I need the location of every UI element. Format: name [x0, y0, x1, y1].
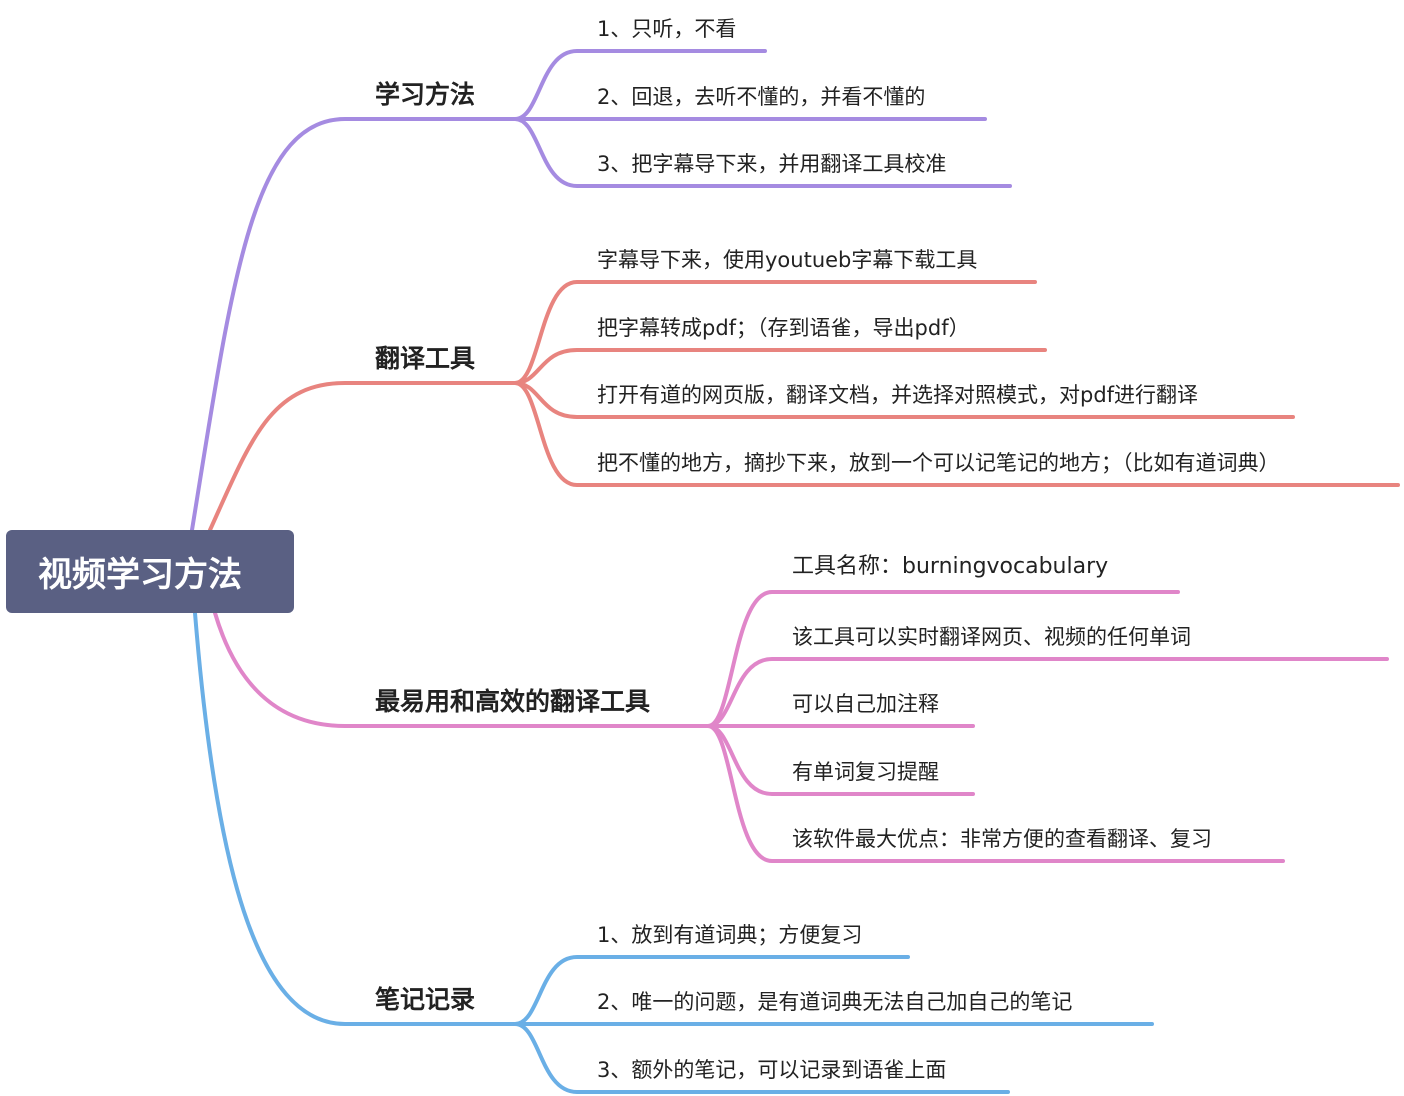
child-connector: [513, 117, 1012, 188]
child-connector: [513, 1022, 1010, 1094]
child-connector: [706, 657, 1389, 728]
child-node[interactable]: 打开有道的网页版，翻译文档，并选择对照模式，对pdf进行翻译: [597, 383, 1199, 407]
child-node[interactable]: 3、把字幕导下来，并用翻译工具校准: [597, 152, 947, 176]
branch-connector: [208, 381, 517, 532]
child-node[interactable]: 有单词复习提醒: [792, 760, 939, 784]
child-connector: [706, 590, 1180, 728]
branch-node[interactable]: 学习方法: [375, 80, 476, 109]
root-label: 视频学习方法: [38, 555, 242, 595]
branch-node[interactable]: 最易用和高效的翻译工具: [375, 687, 651, 716]
child-node[interactable]: 把不懂的地方，摘抄下来，放到一个可以记笔记的地方；（比如有道词典）: [597, 451, 1280, 475]
child-connector: [513, 348, 1047, 385]
child-node[interactable]: 把字幕转成pdf；（存到语雀，导出pdf）: [597, 316, 970, 340]
child-node[interactable]: 可以自己加注释: [792, 692, 939, 716]
child-node[interactable]: 2、唯一的问题，是有道词典无法自己加自己的笔记: [597, 990, 1073, 1014]
child-node[interactable]: 1、只听，不看: [597, 17, 737, 41]
branch-connector: [213, 611, 710, 728]
child-node[interactable]: 3、额外的笔记，可以记录到语雀上面: [597, 1058, 947, 1082]
child-connector: [513, 955, 910, 1026]
child-node[interactable]: 工具名称：burningvocabulary: [792, 554, 1109, 579]
child-node[interactable]: 该软件最大优点：非常方便的查看翻译、复习: [792, 827, 1212, 851]
child-node[interactable]: 字幕导下来，使用youtueb字幕下载工具: [597, 248, 978, 272]
child-node[interactable]: 1、放到有道词典；方便复习: [597, 923, 863, 947]
child-connector: [513, 381, 1400, 487]
branch-node[interactable]: 翻译工具: [375, 344, 476, 373]
child-node[interactable]: 2、回退，去听不懂的，并看不懂的: [597, 85, 926, 109]
branch-connector: [193, 611, 517, 1026]
child-connector: [513, 49, 767, 121]
branch-connector: [190, 117, 517, 532]
child-connector: [706, 724, 1285, 863]
child-node[interactable]: 该工具可以实时翻译网页、视频的任何单词: [792, 625, 1191, 649]
branch-node[interactable]: 笔记记录: [375, 985, 476, 1014]
child-connector: [513, 280, 1037, 385]
root-node[interactable]: 视频学习方法: [6, 530, 294, 613]
